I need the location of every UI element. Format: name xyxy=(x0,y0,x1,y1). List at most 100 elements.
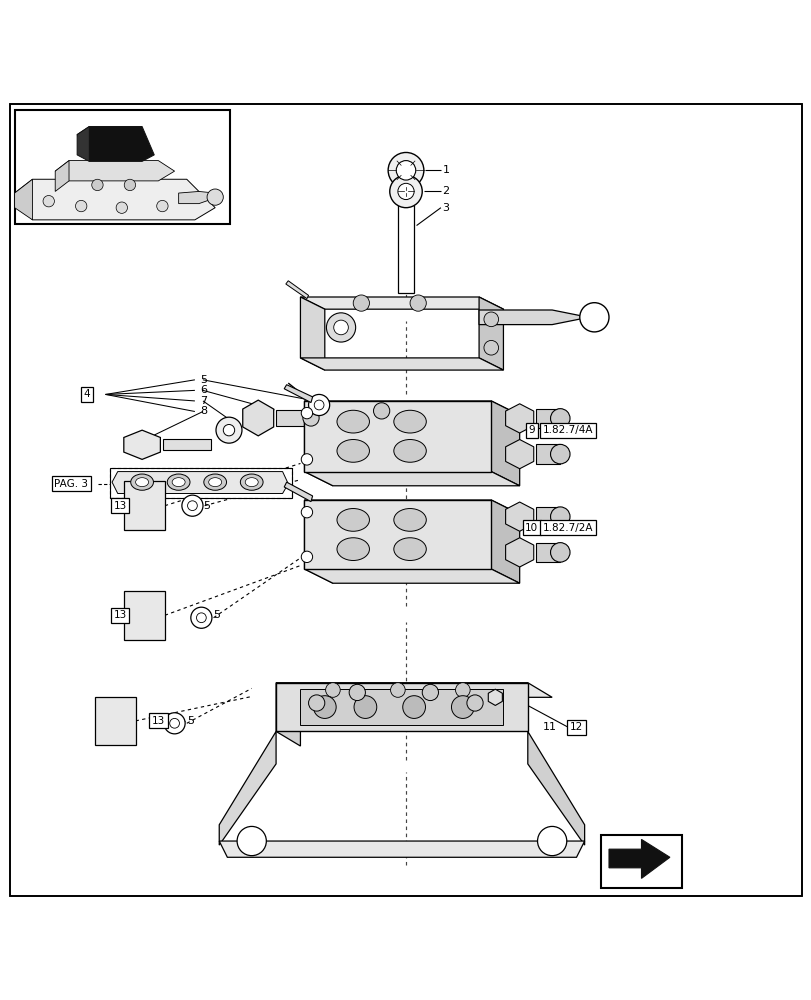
Circle shape xyxy=(373,403,389,419)
Text: 6: 6 xyxy=(200,385,207,395)
Ellipse shape xyxy=(337,410,369,433)
Polygon shape xyxy=(491,500,519,583)
Text: 5: 5 xyxy=(212,610,220,620)
Circle shape xyxy=(237,826,266,856)
Polygon shape xyxy=(608,839,669,878)
Text: 10: 10 xyxy=(525,523,538,533)
Polygon shape xyxy=(276,683,527,731)
Polygon shape xyxy=(300,297,324,370)
Circle shape xyxy=(451,696,474,718)
Circle shape xyxy=(455,683,470,697)
Circle shape xyxy=(308,394,329,416)
Text: 13: 13 xyxy=(114,610,127,620)
Polygon shape xyxy=(527,731,584,845)
Polygon shape xyxy=(284,482,312,502)
Circle shape xyxy=(207,189,223,205)
Circle shape xyxy=(353,295,369,311)
Circle shape xyxy=(550,409,569,428)
Circle shape xyxy=(396,161,415,180)
Polygon shape xyxy=(505,440,533,469)
Polygon shape xyxy=(304,401,491,472)
Ellipse shape xyxy=(393,538,426,560)
Polygon shape xyxy=(300,297,503,309)
Circle shape xyxy=(124,179,135,191)
Text: 5: 5 xyxy=(187,716,194,726)
Bar xyxy=(124,481,165,530)
Circle shape xyxy=(354,696,376,718)
Ellipse shape xyxy=(240,474,263,490)
Text: 1: 1 xyxy=(442,165,449,175)
Polygon shape xyxy=(112,472,288,494)
Bar xyxy=(109,468,292,498)
Text: 12: 12 xyxy=(569,722,582,732)
Circle shape xyxy=(483,312,498,327)
Circle shape xyxy=(550,444,569,464)
Ellipse shape xyxy=(208,478,221,487)
Circle shape xyxy=(389,175,422,208)
Text: 4: 4 xyxy=(84,389,90,399)
Polygon shape xyxy=(535,409,560,428)
Circle shape xyxy=(390,683,405,697)
Text: 8: 8 xyxy=(200,406,207,416)
Ellipse shape xyxy=(337,538,369,560)
Text: 1.82.7/2A: 1.82.7/2A xyxy=(542,523,592,533)
Polygon shape xyxy=(300,358,503,370)
Ellipse shape xyxy=(172,478,185,487)
Circle shape xyxy=(116,202,127,213)
Circle shape xyxy=(579,303,608,332)
Polygon shape xyxy=(276,683,300,746)
Circle shape xyxy=(191,607,212,628)
Polygon shape xyxy=(276,683,551,697)
Circle shape xyxy=(196,613,206,623)
Text: 2: 2 xyxy=(442,186,449,196)
Circle shape xyxy=(303,410,319,426)
Circle shape xyxy=(169,718,179,728)
Polygon shape xyxy=(276,410,311,426)
Polygon shape xyxy=(178,191,215,204)
Polygon shape xyxy=(123,430,161,459)
Polygon shape xyxy=(219,731,276,845)
Polygon shape xyxy=(487,689,502,705)
Circle shape xyxy=(550,543,569,562)
Text: 1.82.7/4A: 1.82.7/4A xyxy=(542,425,592,435)
Circle shape xyxy=(326,313,355,342)
Polygon shape xyxy=(304,569,519,583)
Polygon shape xyxy=(304,500,519,514)
Circle shape xyxy=(537,826,566,856)
Ellipse shape xyxy=(393,440,426,462)
Ellipse shape xyxy=(167,474,190,490)
Polygon shape xyxy=(77,126,154,161)
Polygon shape xyxy=(535,507,560,526)
Circle shape xyxy=(397,183,414,200)
Circle shape xyxy=(157,200,168,212)
Bar xyxy=(397,205,414,293)
Text: PAG. 3: PAG. 3 xyxy=(54,479,88,489)
Polygon shape xyxy=(505,538,533,567)
Polygon shape xyxy=(15,179,215,220)
Circle shape xyxy=(301,551,312,563)
Circle shape xyxy=(308,695,324,711)
Polygon shape xyxy=(478,310,592,325)
Circle shape xyxy=(182,495,203,516)
Circle shape xyxy=(388,152,423,188)
Circle shape xyxy=(483,340,498,355)
Text: 9: 9 xyxy=(528,425,534,435)
Circle shape xyxy=(75,200,87,212)
Polygon shape xyxy=(219,841,584,857)
Text: 5: 5 xyxy=(200,375,207,385)
Ellipse shape xyxy=(135,478,148,487)
Polygon shape xyxy=(284,385,312,403)
Polygon shape xyxy=(535,444,560,464)
Circle shape xyxy=(223,424,234,436)
Polygon shape xyxy=(491,401,519,486)
Ellipse shape xyxy=(393,509,426,531)
Ellipse shape xyxy=(337,440,369,462)
Circle shape xyxy=(187,501,197,511)
Text: 13: 13 xyxy=(152,716,165,726)
Polygon shape xyxy=(478,297,503,370)
Polygon shape xyxy=(535,543,560,562)
Circle shape xyxy=(43,196,54,207)
Polygon shape xyxy=(285,281,308,299)
Polygon shape xyxy=(304,401,519,415)
Circle shape xyxy=(301,454,312,465)
